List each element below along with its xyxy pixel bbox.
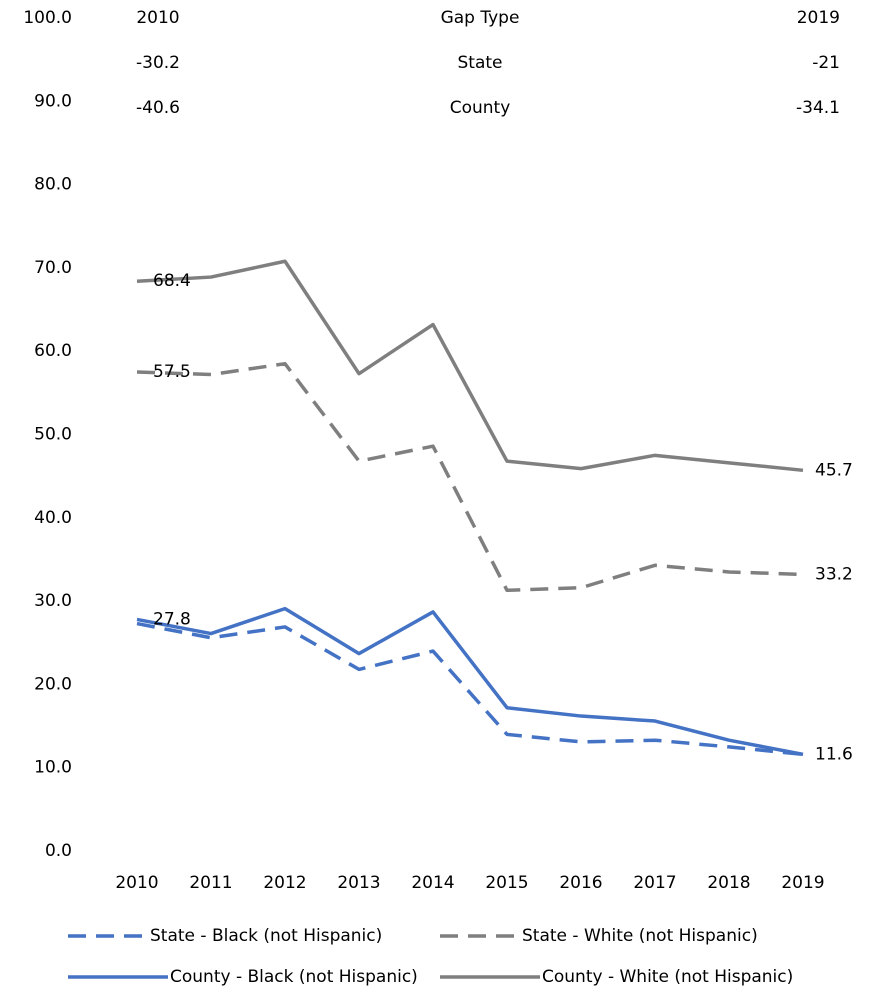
series-line xyxy=(136,361,804,593)
legend-label: County - White (not Hispanic) xyxy=(542,967,793,987)
table-header: 2019 xyxy=(797,8,840,28)
legend-label: State - White (not Hispanic) xyxy=(522,926,758,946)
y-tick-label: 20.0 xyxy=(34,674,72,694)
table-cell: -34.1 xyxy=(796,98,840,118)
table-header: 2010 xyxy=(136,8,179,28)
y-tick-label: 0.0 xyxy=(45,841,72,861)
y-tick-label: 100.0 xyxy=(23,8,72,28)
legend-label: County - Black (not Hispanic) xyxy=(170,967,418,987)
x-tick-label: 2017 xyxy=(633,873,676,893)
x-tick-label: 2011 xyxy=(189,873,232,893)
x-tick-label: 2013 xyxy=(337,873,380,893)
table-cell: -40.6 xyxy=(136,98,180,118)
y-tick-label: 60.0 xyxy=(34,341,72,361)
y-tick-label: 80.0 xyxy=(34,175,72,195)
legend-label: State - Black (not Hispanic) xyxy=(150,926,382,946)
table-cell: State xyxy=(458,53,503,73)
x-tick-label: 2018 xyxy=(707,873,750,893)
x-tick-label: 2019 xyxy=(781,873,824,893)
data-label: 45.7 xyxy=(815,460,853,480)
y-tick-label: 40.0 xyxy=(34,508,72,528)
series-line xyxy=(136,259,804,473)
table-header: Gap Type xyxy=(441,8,520,28)
y-tick-label: 70.0 xyxy=(34,258,72,278)
x-tick-label: 2016 xyxy=(559,873,602,893)
table-cell: County xyxy=(450,98,511,118)
data-label: 11.6 xyxy=(815,744,853,764)
data-label: 27.8 xyxy=(153,609,191,629)
x-tick-label: 2014 xyxy=(411,873,454,893)
series-line xyxy=(136,606,804,757)
table-cell: -21 xyxy=(812,53,840,73)
x-tick-label: 2015 xyxy=(485,873,528,893)
y-tick-label: 10.0 xyxy=(34,758,72,778)
y-tick-label: 50.0 xyxy=(34,425,72,445)
data-label: 57.5 xyxy=(153,362,191,382)
data-label: 33.2 xyxy=(815,564,853,584)
x-tick-label: 2012 xyxy=(263,873,306,893)
y-tick-label: 90.0 xyxy=(34,91,72,111)
series-line xyxy=(136,621,804,757)
table-cell: -30.2 xyxy=(136,53,180,73)
x-tick-label: 2010 xyxy=(115,873,158,893)
y-tick-label: 30.0 xyxy=(34,591,72,611)
data-label: 68.4 xyxy=(153,271,191,291)
